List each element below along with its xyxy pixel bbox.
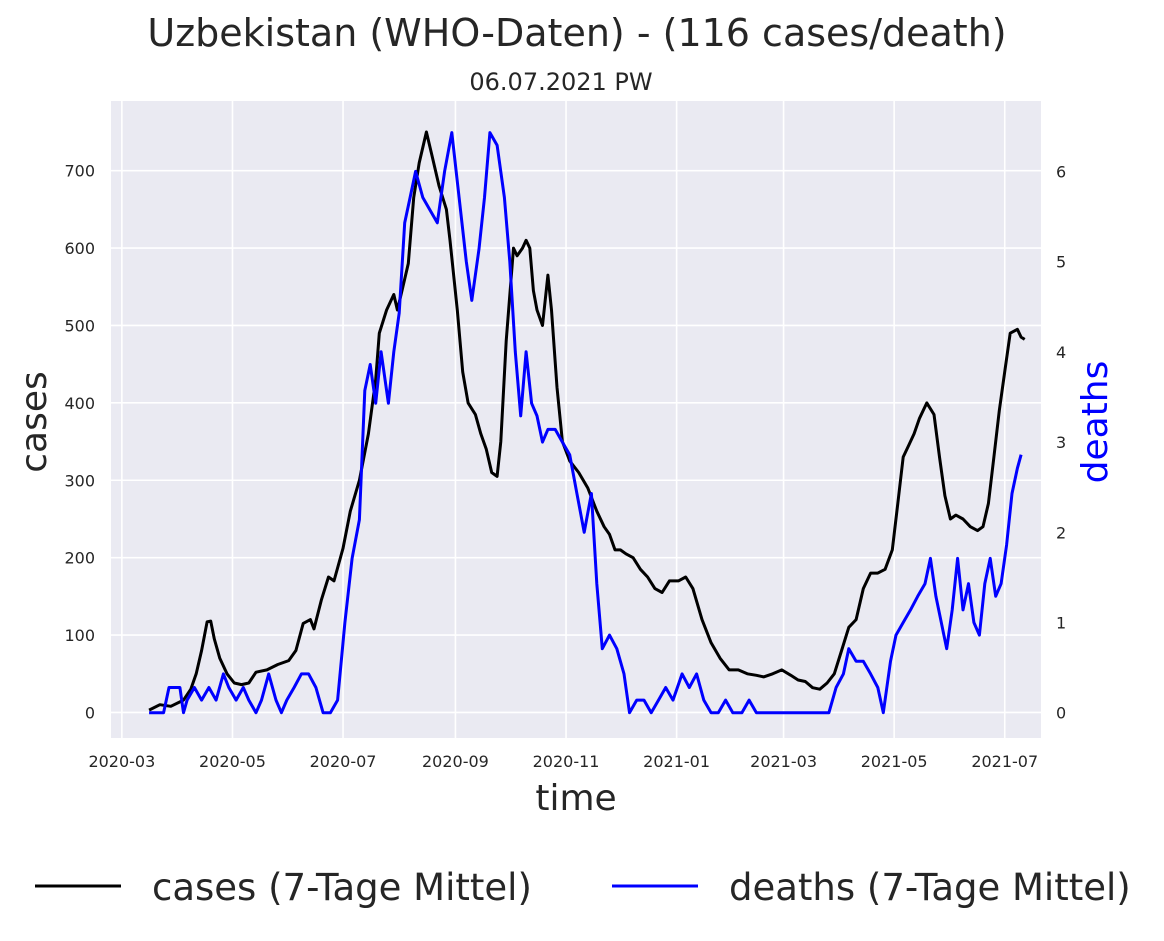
y2-tick-label: 0: [1056, 704, 1066, 723]
y2-axis-ticks: 0 1 2 3 4 5 6: [1056, 162, 1066, 722]
deaths-line: [149, 131, 1023, 715]
x-axis-ticks: 2020-03 2020-05 2020-07 2020-09 2020-11 2021-…: [88, 752, 1038, 771]
y2-axis-label: deaths: [1075, 361, 1116, 484]
x-tick-label: 2020-05: [199, 752, 266, 771]
y2-tick-label: 3: [1056, 433, 1066, 452]
y-tick-label: 400: [64, 394, 95, 413]
x-tick-label: 2020-07: [310, 752, 377, 771]
y-tick-label: 500: [64, 316, 95, 335]
legend-label-cases: cases (7-Tage Mittel): [152, 866, 532, 909]
x-tick-label: 2021-03: [750, 752, 817, 771]
y-tick-label: 300: [64, 471, 95, 490]
x-axis-label: time: [535, 778, 616, 819]
y-tick-label: 200: [64, 549, 95, 568]
y-tick-label: 600: [64, 239, 95, 258]
y-tick-label: 100: [64, 626, 95, 645]
x-tick-label: 2021-05: [861, 752, 928, 771]
x-tick-label: 2020-11: [533, 752, 600, 771]
y2-tick-label: 2: [1056, 523, 1066, 542]
legend-label-deaths: deaths (7-Tage Mittel): [729, 866, 1131, 909]
y2-tick-label: 5: [1056, 253, 1066, 272]
x-tick-label: 2020-09: [422, 752, 489, 771]
x-tick-label: 2021-07: [971, 752, 1038, 771]
plot-area: [111, 101, 1041, 738]
legend: cases (7-Tage Mittel) deaths (7-Tage Mit…: [35, 866, 1131, 909]
series-lines: [148, 130, 1026, 715]
y2-tick-label: 4: [1056, 343, 1066, 362]
y2-tick-label: 1: [1056, 614, 1066, 633]
y-axis-label: cases: [14, 371, 55, 473]
y-tick-label: 700: [64, 162, 95, 181]
chart-subtitle: 06.07.2021 PW: [469, 68, 652, 96]
y2-tick-label: 6: [1056, 162, 1066, 181]
y-tick-label: 0: [85, 703, 95, 722]
x-tick-label: 2021-01: [643, 752, 710, 771]
x-tick-label: 2020-03: [88, 752, 155, 771]
chart-title: Uzbekistan (WHO-Daten) - (116 cases/deat…: [147, 11, 1006, 55]
y-axis-ticks: 0 100 200 300 400 500 600 700: [64, 162, 95, 723]
